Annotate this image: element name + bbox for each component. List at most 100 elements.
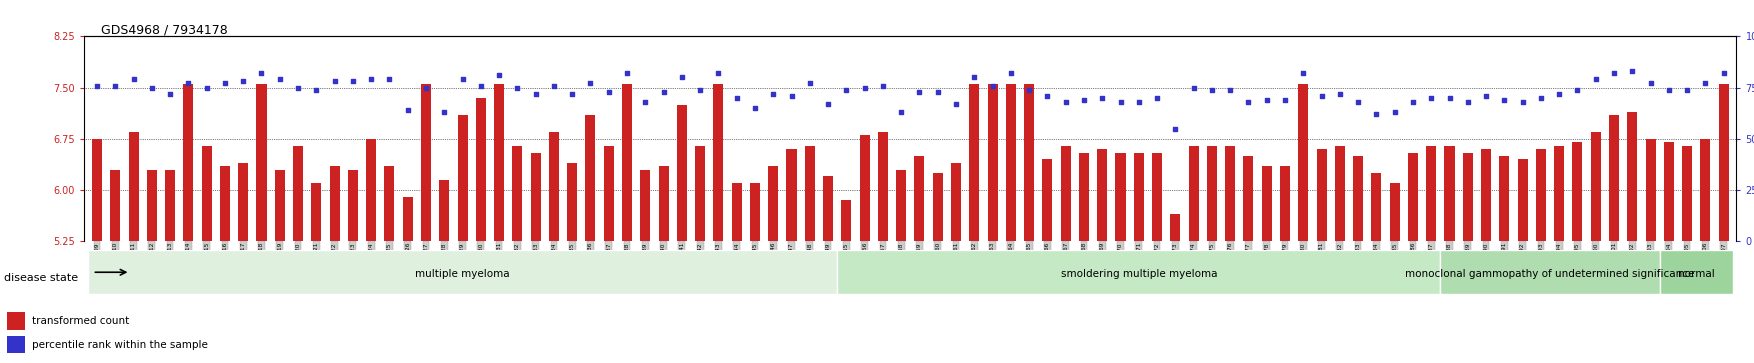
Point — [668, 74, 696, 80]
Point — [1563, 87, 1591, 93]
Point — [1107, 99, 1135, 105]
Bar — [1352, 156, 1363, 241]
Bar — [458, 115, 468, 241]
Bar — [1408, 152, 1417, 241]
Bar — [896, 170, 907, 241]
Bar — [128, 132, 139, 241]
Bar — [1298, 84, 1308, 241]
Bar — [1061, 146, 1070, 241]
Point — [1528, 95, 1556, 101]
Text: multiple myeloma: multiple myeloma — [416, 269, 510, 280]
Point — [1052, 99, 1080, 105]
Bar — [293, 146, 303, 241]
Bar — [1719, 84, 1729, 241]
Point — [375, 77, 403, 82]
Bar — [751, 183, 759, 241]
Bar — [256, 84, 267, 241]
Bar — [1005, 84, 1016, 241]
Bar — [549, 132, 560, 241]
Text: normal: normal — [1679, 269, 1715, 280]
Bar — [714, 84, 723, 241]
Text: GDS4968 / 7934178: GDS4968 / 7934178 — [100, 23, 228, 36]
Point — [486, 72, 514, 78]
Point — [1161, 126, 1189, 131]
Point — [1491, 97, 1519, 103]
Bar — [859, 135, 870, 241]
Point — [449, 77, 477, 82]
Point — [1619, 68, 1647, 74]
Point — [339, 78, 367, 84]
Point — [230, 78, 258, 84]
Point — [1087, 95, 1116, 101]
Bar — [586, 115, 596, 241]
Text: transformed count: transformed count — [32, 316, 128, 326]
Point — [82, 83, 111, 89]
Point — [540, 83, 568, 89]
Bar — [567, 163, 577, 241]
Point — [1307, 93, 1335, 99]
Bar — [640, 170, 651, 241]
Text: disease state: disease state — [4, 273, 77, 283]
Point — [1252, 97, 1280, 103]
Bar — [1152, 152, 1163, 241]
Point — [467, 83, 495, 89]
Point — [1582, 77, 1610, 82]
Bar — [184, 84, 193, 241]
Bar — [1372, 173, 1382, 241]
Point — [1180, 85, 1209, 90]
Bar — [531, 152, 540, 241]
Bar — [347, 170, 358, 241]
Bar — [1440, 250, 1659, 294]
Point — [321, 78, 349, 84]
Point — [558, 91, 586, 97]
Bar — [202, 146, 212, 241]
Bar — [1098, 149, 1107, 241]
Bar — [147, 170, 156, 241]
Point — [193, 85, 221, 90]
Bar — [1480, 149, 1491, 241]
Point — [430, 109, 458, 115]
Point — [1600, 70, 1628, 76]
Bar — [1244, 156, 1254, 241]
Point — [1654, 87, 1682, 93]
Bar — [1280, 166, 1289, 241]
Bar — [1659, 250, 1733, 294]
Bar — [1189, 146, 1198, 241]
Point — [156, 91, 184, 97]
Bar — [1207, 146, 1217, 241]
Bar — [988, 84, 998, 241]
Point — [686, 87, 714, 93]
Point — [851, 85, 879, 90]
Bar — [623, 84, 631, 241]
Bar — [1079, 152, 1089, 241]
Bar — [310, 183, 321, 241]
Bar — [1445, 146, 1454, 241]
Point — [1289, 70, 1317, 76]
Bar — [421, 84, 431, 241]
Point — [612, 70, 640, 76]
Bar — [367, 139, 375, 241]
Point — [1124, 99, 1152, 105]
Bar — [879, 132, 888, 241]
Bar — [1517, 159, 1528, 241]
Point — [1144, 95, 1172, 101]
Point — [102, 83, 130, 89]
Point — [1545, 91, 1573, 97]
Point — [959, 74, 988, 80]
Bar — [1116, 152, 1126, 241]
Bar — [111, 170, 121, 241]
Point — [1235, 99, 1263, 105]
Bar — [658, 166, 668, 241]
Point — [1016, 87, 1044, 93]
Point — [302, 87, 330, 93]
Bar — [239, 163, 249, 241]
Point — [412, 85, 440, 90]
Point — [740, 105, 768, 111]
Bar — [951, 163, 961, 241]
Point — [210, 81, 239, 86]
Bar — [7, 312, 25, 330]
Point — [888, 109, 916, 115]
Point — [924, 89, 952, 95]
Point — [1380, 109, 1408, 115]
Point — [996, 70, 1024, 76]
